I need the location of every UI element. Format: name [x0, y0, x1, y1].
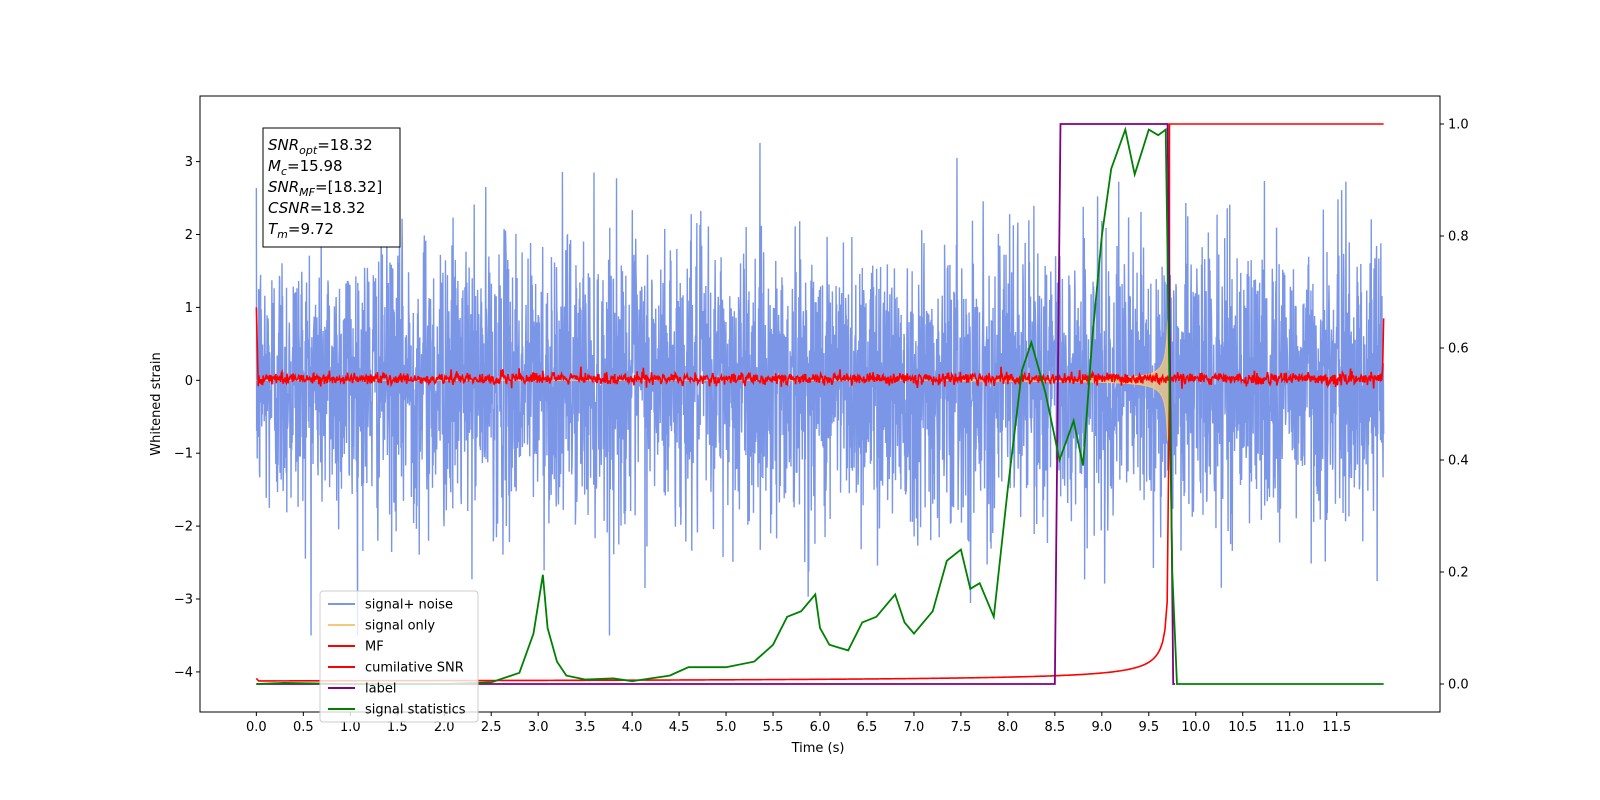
y2-tick-label: 0.6	[1448, 342, 1469, 357]
series-signal-noise-line	[255, 142, 1385, 636]
y2-tick-label: 0.8	[1448, 230, 1469, 245]
y-axis-left: 3 2 1 0 −1 −2 −3 −4	[174, 155, 200, 680]
legend-label: cumilative SNR	[365, 661, 464, 676]
annotation-line: CSNR=18.32	[268, 199, 365, 217]
y2-tick-label: 0.4	[1448, 454, 1469, 469]
x-tick-label: 5.0	[716, 720, 737, 735]
x-tick-label: 6.5	[857, 720, 878, 735]
series-mf-line	[255, 307, 1385, 389]
x-tick-label: 1.0	[340, 720, 361, 735]
annotation-line: Mc=15.98	[268, 157, 343, 178]
y-tick-label: −1	[174, 447, 193, 462]
x-tick-label: 0.5	[293, 720, 314, 735]
x-tick-label: 10.0	[1181, 720, 1210, 735]
annotation-line: SNRopt=18.32	[268, 136, 373, 157]
x-tick-label: 11.5	[1322, 720, 1351, 735]
series-label-line	[256, 123, 1176, 685]
x-axis: 0.0 0.5 1.0 1.5 2.0 2.5 3.0 3.5 4.0 4.5 5.0 5.5 6.0 6…	[246, 712, 1351, 735]
x-tick-label: 7.5	[951, 720, 972, 735]
annotation-line: Tm=9.72	[268, 220, 334, 241]
y-tick-label: 0	[185, 374, 193, 389]
y2-tick-label: 0.0	[1448, 678, 1469, 693]
legend-label: MF	[365, 640, 384, 655]
x-tick-label: 4.5	[669, 720, 690, 735]
x-tick-label: 7.0	[904, 720, 925, 735]
x-tick-label: 3.0	[528, 720, 549, 735]
y2-tick-label: 0.2	[1448, 566, 1469, 581]
legend: signal+ noise signal only MF cumilative SNR…	[319, 590, 479, 723]
legend-label: signal only	[365, 619, 435, 634]
legend-label: signal statistics	[365, 703, 466, 718]
series-signal-statistics-line	[256, 126, 1384, 685]
annotation-line: SNRMF=[18.32]	[268, 178, 382, 199]
y-tick-label: 3	[185, 155, 193, 170]
y2-tick-label: 1.0	[1448, 118, 1469, 133]
x-axis-label: Time (s)	[791, 741, 845, 756]
x-tick-label: 4.0	[622, 720, 643, 735]
x-tick-label: 8.5	[1045, 720, 1066, 735]
x-tick-label: 11.0	[1275, 720, 1304, 735]
x-tick-label: 8.0	[998, 720, 1019, 735]
y-tick-label: −3	[174, 593, 193, 608]
x-tick-label: 10.5	[1228, 720, 1257, 735]
x-tick-label: 2.0	[434, 720, 455, 735]
legend-frame	[319, 590, 479, 723]
x-tick-label: 2.5	[481, 720, 502, 735]
x-tick-label: 6.0	[810, 720, 831, 735]
annotation-box-frame	[262, 127, 401, 248]
y-axis-label: Whitened strain	[149, 352, 164, 455]
legend-label: signal+ noise	[365, 598, 453, 613]
x-tick-label: 1.5	[387, 720, 408, 735]
x-tick-label: 9.5	[1138, 720, 1159, 735]
x-tick-label: 3.5	[575, 720, 596, 735]
y-tick-label: −4	[174, 665, 193, 680]
y-tick-label: 1	[185, 301, 193, 316]
x-tick-label: 0.0	[246, 720, 267, 735]
y-tick-label: −2	[174, 520, 193, 535]
y-tick-label: 2	[185, 228, 193, 243]
y-axis-right: 0.0 0.2 0.4 0.6 0.8 1.0	[1440, 118, 1469, 693]
x-tick-label: 5.5	[763, 720, 784, 735]
legend-label: label	[365, 682, 396, 697]
stats-annotation-box: SNRopt=18.32Mc=15.98SNRMF=[18.32]CSNR=18…	[262, 127, 401, 248]
x-tick-label: 9.0	[1091, 720, 1112, 735]
